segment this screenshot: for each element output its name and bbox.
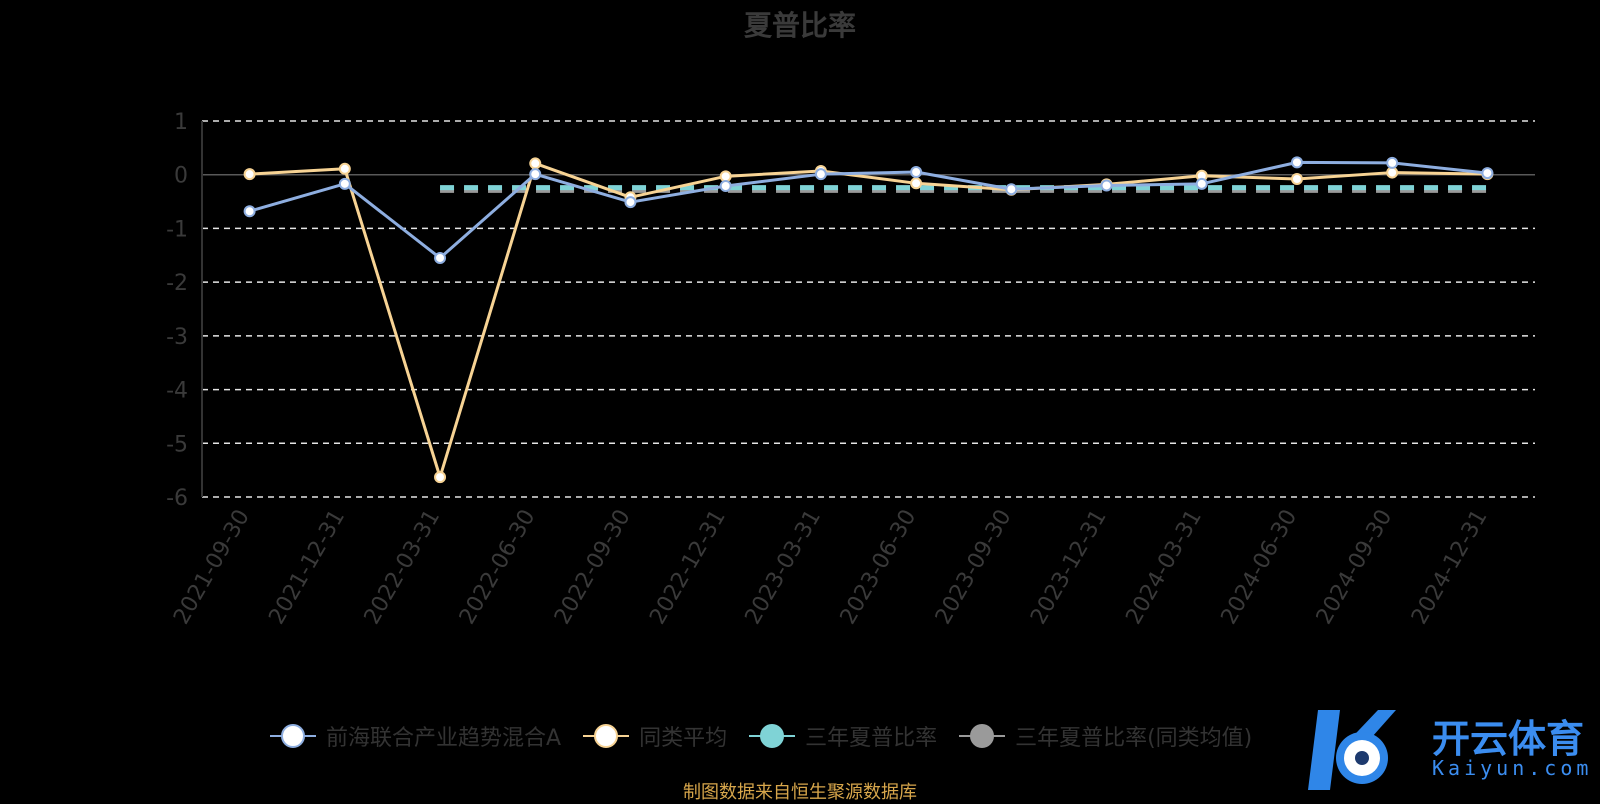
y-tick-label: -6 [166,486,188,511]
x-tick-label: 2024-12-31 [1407,506,1493,629]
data-point [1290,173,1303,186]
watermark-brand: 开云体育 [1432,717,1585,761]
data-point [434,251,447,264]
data-point [1005,183,1018,196]
x-tick-label: 2024-06-30 [1217,506,1303,629]
legend-item-three-year-peer[interactable]: 三年夏普比率(同类均值) [959,720,1252,752]
data-point [529,168,542,181]
series-line-0 [249,160,1488,260]
y-tick-label: -2 [166,271,188,296]
data-point [529,157,542,170]
data-source-note: 制图数据来自恒生聚源数据库 [683,782,917,803]
legend-item-fund[interactable]: 前海联合产业趋势混合A [270,720,561,752]
data-point [910,177,923,190]
data-point [719,170,732,183]
data-point [1481,167,1494,180]
legend-label-fund: 前海联合产业趋势混合A [326,726,562,751]
y-tick-label: 1 [174,110,188,135]
series-line-1 [249,161,1488,479]
chart-legend: 前海联合产业趋势混合A 同类平均 三年夏普比率 三年夏普比率(同类均值) [270,720,1252,752]
data-point [910,166,923,179]
data-point [1386,166,1399,179]
watermark-url: Kaiyun.com [1432,756,1593,780]
y-tick-label: -4 [166,379,188,404]
data-point [1386,156,1399,169]
x-tick-label: 2022-09-30 [550,506,636,629]
data-point [338,177,351,190]
legend-swatch-three-year-peer [959,724,1006,748]
x-tick-label: 2022-03-31 [360,506,446,629]
data-point [1195,177,1208,190]
legend-label-three-year-peer: 三年夏普比率(同类均值) [1015,726,1253,751]
x-tick-label: 2023-12-31 [1026,506,1112,629]
x-tick-label: 2023-09-30 [931,506,1017,629]
legend-label-peer-average: 同类平均 [639,726,728,751]
data-point [434,471,447,484]
legend-swatch-three-year [749,724,796,748]
legend-item-three-year[interactable]: 三年夏普比率 [749,720,937,752]
data-point [814,168,827,181]
x-tick-label: 2024-03-31 [1121,506,1207,629]
y-tick-label: 0 [174,164,188,189]
data-point [719,179,732,192]
x-tick-label: 2024-09-30 [1312,506,1398,629]
y-tick-label: -5 [166,432,188,457]
legend-item-peer-average[interactable]: 同类平均 [583,720,727,752]
data-point [624,196,637,209]
data-point [1290,156,1303,169]
y-tick-label: -3 [166,325,188,350]
data-point [243,168,256,181]
x-tick-label: 2021-12-31 [264,506,350,629]
x-tick-label: 2023-03-31 [741,506,827,629]
data-point [243,205,256,218]
data-point [338,162,351,175]
x-tick-label: 2021-09-30 [169,506,255,629]
y-tick-label: -1 [166,217,188,242]
chart-title: 夏普比率 [743,9,856,42]
x-tick-label: 2023-06-30 [836,506,922,629]
x-tick-label: 2022-06-30 [455,506,541,629]
x-tick-label: 2022-12-31 [645,506,731,629]
kaiyun-logo-icon [1308,710,1396,790]
legend-swatch-fund [270,724,316,748]
data-point [1100,179,1113,192]
legend-label-three-year: 三年夏普比率 [805,726,938,751]
legend-swatch-peer-average [583,724,630,748]
